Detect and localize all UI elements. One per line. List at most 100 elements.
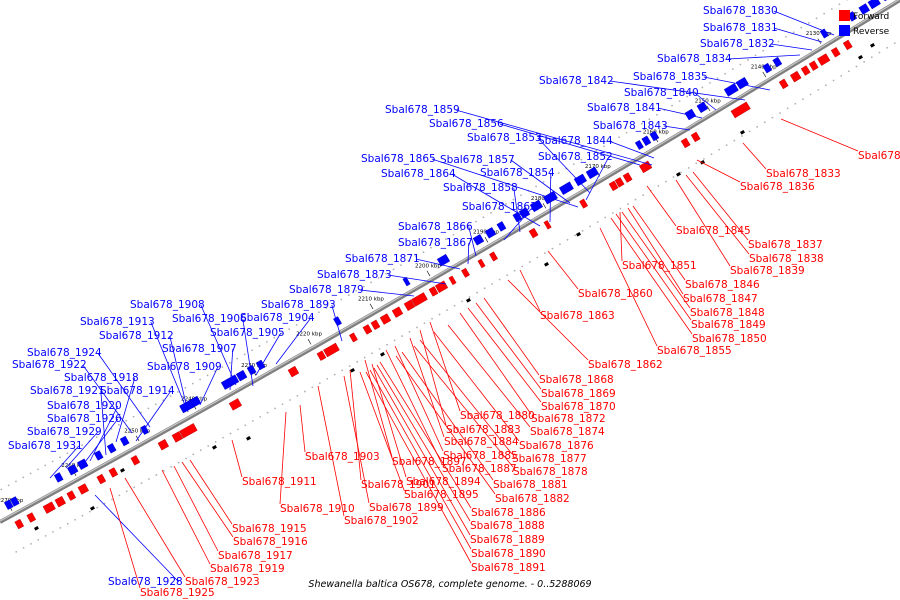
- guide-dot: [595, 149, 598, 152]
- forward-gene-label: Sbal678_1874: [530, 426, 605, 438]
- tick-mark: [484, 237, 489, 243]
- reverse-gene-label: Sbal678_1926: [47, 413, 122, 425]
- reverse-leader: [537, 137, 591, 194]
- reverse-gene: [255, 359, 266, 371]
- reverse-leader: [199, 366, 219, 406]
- guide-dot: [199, 378, 202, 381]
- guide-dot: [817, 88, 820, 91]
- reverse-gene: [93, 450, 104, 461]
- guide-dot: [169, 395, 172, 397]
- forward-leader: [376, 364, 471, 522]
- forward-gene-label: Sbal678_1877: [512, 453, 587, 465]
- guide-dot: [192, 453, 195, 456]
- reverse-gene-label: Sbal678_1843: [593, 120, 668, 132]
- forward-leader: [685, 174, 750, 255]
- guide-dot: [446, 309, 448, 312]
- guide-dot: [809, 93, 812, 96]
- guide-dot: [863, 60, 866, 63]
- feature-marker: [870, 43, 875, 48]
- reverse-leader: [694, 92, 717, 111]
- forward-leader: [317, 385, 345, 517]
- guide-dot: [498, 278, 501, 281]
- forward-gene: [690, 131, 701, 143]
- guide-dot: [840, 74, 843, 77]
- guide-dot: [88, 510, 91, 513]
- guide-dot: [678, 100, 681, 103]
- guide-dot: [288, 328, 291, 331]
- guide-dot: [855, 65, 858, 68]
- forward-leader: [231, 439, 243, 478]
- reverse-gene-label: Sbal678_1840: [624, 87, 699, 99]
- forward-leader: [395, 355, 496, 495]
- forward-gene-label: Sbal678_1894: [406, 476, 481, 488]
- reverse-gene-label: Sbal678_1832: [700, 38, 775, 50]
- reverse-leader: [255, 332, 282, 376]
- reverse-gene-label: Sbal678_1834: [657, 53, 732, 65]
- reverse-leader: [468, 226, 477, 257]
- guide-dot: [222, 436, 224, 439]
- guide-dot: [483, 287, 486, 290]
- guide-dot: [528, 261, 531, 263]
- forward-gene: [428, 286, 439, 297]
- reverse-gene-label: Sbal678_1861: [462, 201, 537, 213]
- forward-gene-label: Sbal678_1895: [404, 489, 479, 501]
- guide-dot: [618, 136, 620, 139]
- forward-gene-label: Sbal678_1838: [749, 253, 824, 265]
- reverse-gene: [119, 435, 130, 447]
- guide-dot: [476, 291, 478, 294]
- reverse-leader: [770, 43, 813, 51]
- reverse-gene-label: Sbal678_1907: [162, 343, 237, 355]
- forward-gene: [54, 495, 66, 508]
- forward-gene-label: Sbal678_1923: [185, 576, 260, 588]
- forward-gene: [579, 198, 589, 209]
- reverse-leader: [49, 445, 80, 479]
- forward-gene: [362, 324, 373, 335]
- guide-dot: [259, 415, 262, 418]
- forward-gene-label: Sbal678_1833: [766, 168, 841, 180]
- guide-dot: [794, 102, 797, 105]
- guide-dot: [762, 49, 765, 52]
- forward-leader: [109, 487, 141, 589]
- guide-dot: [587, 154, 590, 157]
- guide-dot: [763, 121, 766, 124]
- forward-gene: [157, 439, 170, 451]
- tick-mark: [426, 270, 431, 277]
- guide-dot: [445, 238, 447, 240]
- guide-dot: [572, 163, 575, 166]
- label-leaders: [49, 10, 859, 589]
- forward-leader: [379, 361, 472, 509]
- guide-dot: [482, 216, 485, 219]
- reverse-leader: [467, 242, 470, 265]
- feature-marker: [350, 368, 355, 373]
- forward-leader: [173, 465, 219, 552]
- forward-gene-label: Sbal678_1881: [493, 479, 568, 491]
- reverse-gene: [772, 56, 783, 68]
- guide-dot: [838, 3, 841, 6]
- reverse-gene: [140, 424, 150, 435]
- forward-gene: [680, 137, 691, 149]
- guide-dot: [30, 542, 32, 545]
- guide-dot: [74, 518, 76, 521]
- guide-dot: [437, 242, 440, 245]
- reverse-gene-label: Sbal678_1928: [108, 576, 183, 588]
- forward-gene: [66, 490, 77, 501]
- guide-dot: [66, 522, 69, 525]
- forward-gene-label: Sbal678_1836: [740, 181, 815, 193]
- reverse-gene: [723, 83, 739, 97]
- genome-backbone: [0, 0, 900, 524]
- forward-leader: [780, 118, 859, 152]
- forward-leader: [419, 339, 513, 455]
- tick-mark: [542, 203, 547, 209]
- forward-gene-label: Sbal678_1860: [578, 288, 653, 300]
- forward-gene-label: Sbal678_1862: [588, 359, 663, 371]
- forward-leader: [632, 205, 686, 281]
- reverse-gene: [858, 3, 871, 15]
- forward-leader: [161, 469, 211, 565]
- forward-leader: [364, 359, 393, 458]
- guide-dot: [741, 135, 743, 137]
- legend-reverse-label: Reverse: [853, 27, 890, 37]
- guide-dot: [422, 251, 425, 254]
- guide-dot: [497, 207, 500, 210]
- forward-gene-label: Sbal678_1850: [692, 333, 767, 345]
- guide-dot: [370, 281, 373, 284]
